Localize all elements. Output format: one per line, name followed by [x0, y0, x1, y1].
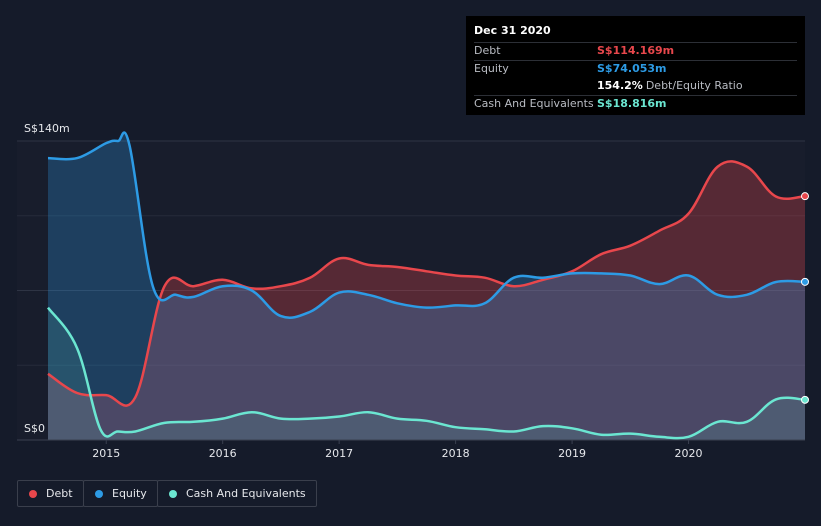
x-tick-label: 2015 — [92, 447, 120, 460]
cash-and-equivalents-area — [48, 307, 805, 440]
tooltip-row-debt: Debt S$114.169m — [474, 42, 797, 60]
series-endpoints — [801, 192, 809, 404]
tooltip-equity-label: Equity — [474, 62, 509, 75]
tooltip-debt-value: S$114.169m — [597, 44, 675, 57]
tooltip-equity-value: S$74.053m — [597, 62, 667, 75]
equity-line — [47, 131, 806, 319]
x-tick-label: 2016 — [209, 447, 237, 460]
equity-endpoint — [801, 277, 809, 286]
series-areas — [48, 132, 805, 441]
cash-and-equivalents-endpoint — [801, 395, 809, 404]
tooltip-ratio-spacer — [474, 78, 597, 95]
legend-debt[interactable]: Debt — [17, 480, 84, 507]
legend-cash[interactable]: Cash And Equivalents — [157, 480, 317, 507]
series-lines — [46, 131, 806, 440]
equity-area — [48, 132, 805, 441]
tooltip-row-ratio: 154.2% Debt/Equity Ratio — [474, 78, 797, 95]
tooltip-debt-label: Debt — [474, 44, 501, 57]
tooltip-cash-label: Cash And Equivalents — [474, 97, 594, 110]
debt-line — [47, 160, 806, 407]
debt-area — [48, 161, 805, 440]
tooltip-ratio-label: Debt/Equity Ratio — [645, 79, 743, 92]
legend-cash-dot-icon — [169, 489, 177, 498]
tooltip-ratio-value: 154.2% — [597, 79, 643, 92]
x-tick-label: 2017 — [325, 447, 353, 460]
tooltip-row-cash: Cash And Equivalents S$18.816m — [474, 95, 797, 113]
y-tick-label-max: S$140m — [24, 122, 70, 135]
legend-equity-label: Equity — [112, 487, 147, 500]
tooltip-date: Dec 31 2020 — [474, 24, 551, 37]
legend-debt-dot-icon — [29, 489, 37, 498]
debt-endpoint — [801, 192, 809, 201]
tooltip-cash-value: S$18.816m — [597, 97, 667, 110]
legend-equity[interactable]: Equity — [83, 480, 158, 507]
legend-debt-label: Debt — [46, 487, 73, 500]
cash-and-equivalents-line — [46, 306, 806, 440]
tooltip-row-equity: Equity S$74.053m — [474, 60, 797, 78]
y-tick-label-zero: S$0 — [24, 422, 45, 435]
x-axis-ticks: 2015 2016 2017 2018 2019 2020 — [17, 439, 805, 460]
tooltip: Dec 31 2020 Debt S$114.169m Equity S$74.… — [466, 16, 805, 115]
legend-equity-dot-icon — [95, 489, 103, 498]
x-tick-label: 2020 — [675, 447, 703, 460]
x-tick-label: 2018 — [442, 447, 470, 460]
legend-cash-label: Cash And Equivalents — [186, 487, 306, 500]
x-tick-label: 2019 — [558, 447, 586, 460]
